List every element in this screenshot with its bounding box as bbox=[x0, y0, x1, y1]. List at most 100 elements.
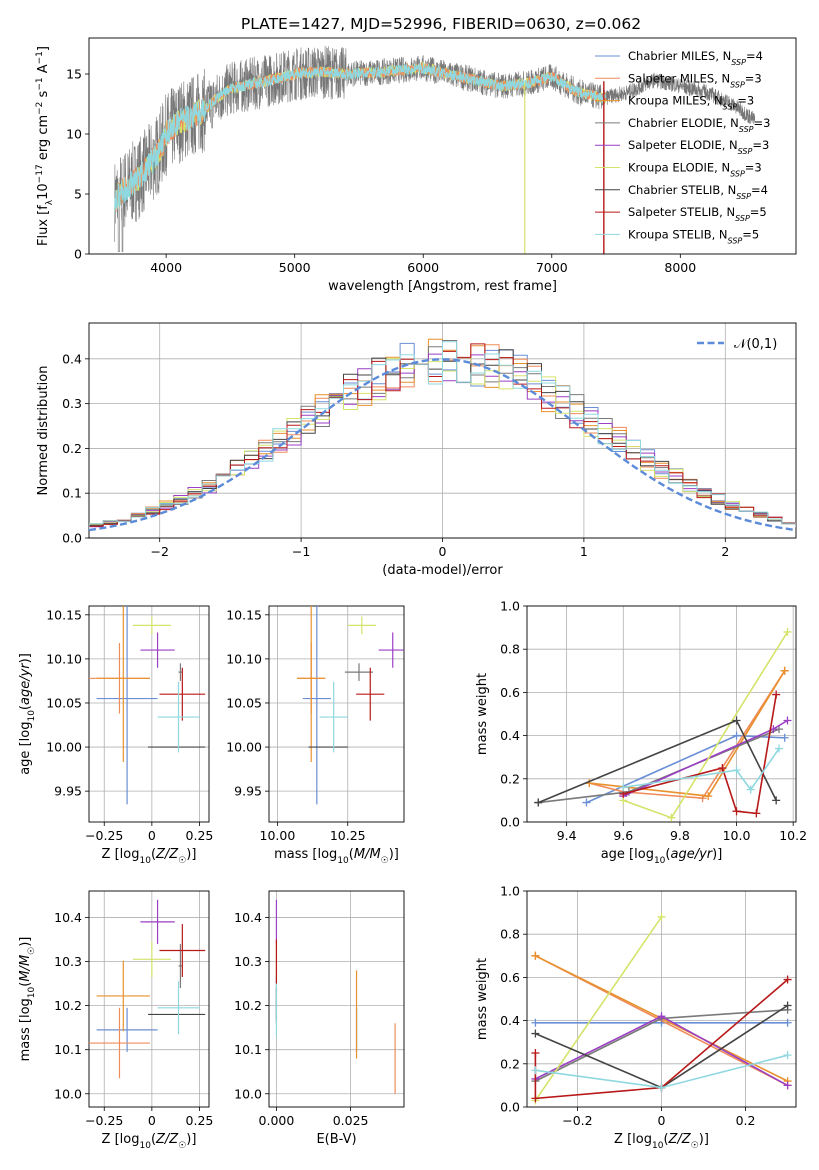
y-tick-label: 10.15 bbox=[226, 607, 262, 622]
weight-series-line bbox=[623, 748, 780, 791]
x-axis-label: Z [log10(Z/Z☉)] bbox=[102, 1132, 197, 1151]
residuals-panel: −2 −1 0 1 2 0.0 0.1 0.2 0.3 0.4 (data-model)/error… bbox=[36, 322, 797, 578]
y-tick-label: 0.4 bbox=[500, 728, 520, 743]
weight-point-marker bbox=[531, 1049, 540, 1057]
x-tick-label: 0.2 bbox=[736, 1113, 756, 1128]
axes-frame bbox=[526, 605, 797, 823]
weight-point-marker bbox=[783, 1081, 792, 1090]
y-tick-label: 10.10 bbox=[226, 651, 262, 666]
mass-vs-Z-panel: −0.25 0 0.25 10.0 10.1 10.2 10.3 10.4 Z [log10(Z… bbox=[18, 890, 213, 1151]
y-tick-label: 10.1 bbox=[54, 1042, 82, 1057]
mass-vs-ebv-panel: 0.000 0.025 10.0 10.1 10.2 10.3 10.4 E(B-V) bbox=[234, 890, 405, 1147]
weight-series-line bbox=[622, 719, 788, 797]
weight-point-marker bbox=[657, 1012, 666, 1021]
legend-label: 𝒩(0,1) bbox=[734, 337, 777, 352]
x-axis-label: E(B-V) bbox=[316, 1132, 356, 1147]
spectrum-panel: 4000 5000 6000 7000 8000 0 5 10 15 wavelength [An… bbox=[35, 37, 797, 294]
x-tick-label: 6000 bbox=[407, 260, 439, 275]
x-tick-label: 10.2 bbox=[779, 828, 807, 843]
x-axis-label: mass [log10(M/M☉)] bbox=[274, 847, 399, 866]
y-tick-label: 0.3 bbox=[62, 396, 82, 411]
y-axis-label: age [log10(age/yr)] bbox=[18, 653, 37, 775]
x-tick-label: 0.25 bbox=[186, 828, 214, 843]
weight-point-marker bbox=[531, 951, 540, 960]
x-tick-label: 7000 bbox=[536, 260, 568, 275]
y-axis-label: Normed distribution bbox=[36, 366, 51, 496]
x-tick-label: 5000 bbox=[279, 260, 311, 275]
weight-point-marker bbox=[704, 792, 713, 801]
y-tick-label: 1.0 bbox=[500, 599, 520, 614]
x-tick-label: 9.4 bbox=[557, 828, 577, 843]
weight-point-marker bbox=[657, 1083, 666, 1092]
weight-point-marker bbox=[780, 733, 789, 742]
x-tick-label: 10.25 bbox=[330, 828, 366, 843]
weight-point-marker bbox=[783, 1001, 792, 1010]
y-tick-label: 10.4 bbox=[54, 910, 82, 925]
weight-point-marker bbox=[732, 807, 741, 816]
age-vs-Z-panel: −0.25 0 0.25 9.95 10.00 10.05 10.10 10.15 Z [log… bbox=[18, 605, 214, 866]
weight-point-marker bbox=[657, 912, 666, 921]
legend-label: Kroupa STELIB, NSSP=5 bbox=[628, 227, 759, 245]
x-tick-label: 10.0 bbox=[723, 828, 751, 843]
weight-vs-age-panel: 9.4 9.6 9.8 10.0 10.2 0.0 0.2 0.4 0.6 0.8 1.0 age [… bbox=[475, 599, 807, 867]
y-tick-label: 9.95 bbox=[234, 784, 262, 799]
axes-frame bbox=[88, 322, 797, 539]
weight-point-marker bbox=[732, 766, 741, 775]
figure-title: PLATE=1427, MJD=52996, FIBERID=0630, z=0… bbox=[241, 15, 641, 33]
weight-point-marker bbox=[783, 716, 792, 725]
legend-label: Chabrier MILES, NSSP=4 bbox=[628, 49, 763, 67]
observed-spectrum-red bbox=[604, 72, 756, 125]
y-tick-label: 0.4 bbox=[500, 1013, 520, 1028]
y-tick-label: 10.05 bbox=[226, 695, 262, 710]
legend-label: Chabrier STELIB, NSSP=4 bbox=[628, 183, 768, 201]
axes-frame bbox=[268, 605, 405, 823]
y-tick-label: 10.00 bbox=[226, 740, 262, 755]
legend-label: Salpeter MILES, NSSP=3 bbox=[628, 71, 762, 89]
y-tick-label: 10.1 bbox=[234, 1042, 262, 1057]
x-tick-label: −0.25 bbox=[85, 828, 123, 843]
weight-point-marker bbox=[718, 764, 727, 772]
age-vs-mass-panel: 10.00 10.25 9.95 10.00 10.05 10.10 10.15 mass [… bbox=[226, 605, 405, 866]
model-spectrum bbox=[114, 62, 607, 214]
y-axis-label: mass weight bbox=[475, 673, 490, 755]
x-axis-label: wavelength [Angstrom, rest frame] bbox=[328, 279, 557, 294]
x-tick-label: 0 bbox=[439, 544, 447, 559]
y-tick-label: 10.3 bbox=[234, 954, 262, 969]
weight-point-marker bbox=[531, 1029, 540, 1038]
x-tick-label: 8000 bbox=[664, 260, 696, 275]
weight-series-line bbox=[534, 916, 663, 1101]
x-tick-label: −1 bbox=[292, 544, 310, 559]
y-tick-label: 0.2 bbox=[500, 1056, 520, 1071]
weight-point-marker bbox=[783, 627, 792, 636]
weight-point-marker bbox=[783, 1051, 792, 1060]
weight-point-marker bbox=[619, 783, 628, 792]
weight-point-marker bbox=[780, 666, 789, 675]
y-tick-label: 10 bbox=[66, 127, 82, 142]
weight-point-marker bbox=[531, 1018, 540, 1027]
x-tick-label: 0.000 bbox=[259, 1113, 295, 1128]
y-tick-label: 9.95 bbox=[54, 784, 82, 799]
weight-point-marker bbox=[534, 798, 543, 807]
x-tick-label: 1 bbox=[580, 544, 588, 559]
y-tick-label: 0.4 bbox=[62, 351, 82, 366]
weight-point-marker bbox=[746, 785, 755, 794]
y-tick-label: 1.0 bbox=[500, 884, 520, 899]
x-tick-label: −0.2 bbox=[562, 1113, 592, 1128]
axes-frame bbox=[88, 605, 210, 823]
axes-frame bbox=[526, 890, 797, 1108]
axes-frame bbox=[88, 890, 210, 1108]
normal-curve bbox=[88, 358, 797, 532]
y-tick-label: 0.1 bbox=[62, 486, 82, 501]
x-axis-label: age [log10(age/yr)] bbox=[601, 847, 723, 866]
y-tick-label: 0.2 bbox=[500, 771, 520, 786]
y-tick-label: 5 bbox=[74, 187, 82, 202]
y-tick-label: 10.0 bbox=[54, 1086, 82, 1101]
y-tick-label: 15 bbox=[66, 67, 82, 82]
y-axis-label: mass weight bbox=[475, 958, 490, 1040]
legend-label: Kroupa MILES, NSSP=3 bbox=[628, 94, 754, 112]
x-tick-label: 0.025 bbox=[333, 1113, 369, 1128]
weight-point-marker bbox=[772, 690, 781, 699]
axes-frame bbox=[88, 37, 797, 255]
residual-histogram bbox=[89, 341, 796, 530]
model-spectrum bbox=[114, 62, 607, 214]
